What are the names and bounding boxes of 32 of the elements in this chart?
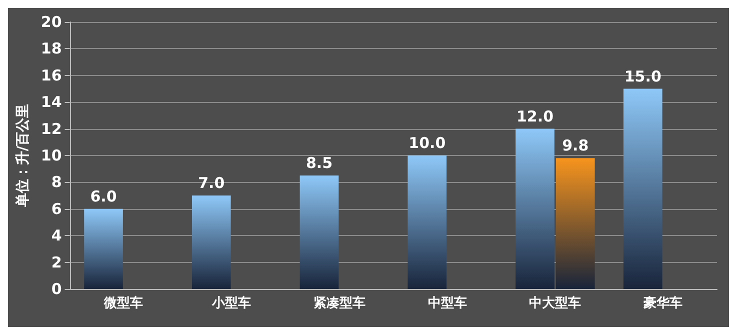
y-tick-label: 18: [40, 40, 62, 58]
bar: [623, 88, 662, 289]
x-tick-label: 小型车: [211, 295, 252, 311]
data-label: 6.0: [90, 187, 117, 206]
x-tick-label: 中大型车: [529, 295, 582, 311]
y-tick-label: 16: [40, 66, 62, 84]
data-label: 7.0: [198, 174, 225, 192]
data-label: 10.0: [408, 134, 446, 152]
bar: [556, 158, 595, 289]
bar: [408, 156, 447, 289]
y-tick-label: 4: [51, 226, 62, 245]
bar: [192, 196, 231, 289]
data-label: 9.8: [562, 136, 589, 155]
y-tick-label: 8: [51, 173, 62, 192]
y-tick-label: 6: [51, 200, 62, 218]
data-label: 12.0: [516, 107, 554, 126]
data-label: 15.0: [624, 67, 662, 86]
y-tick-label: 0: [51, 280, 62, 298]
bar: [300, 176, 339, 289]
x-tick-label: 微型车: [103, 295, 144, 311]
x-tick-label: 豪华车: [642, 295, 683, 311]
y-tick-label: 20: [40, 13, 62, 31]
data-label: 8.5: [306, 154, 333, 172]
y-tick-label: 14: [40, 93, 62, 112]
y-tick-label: 12: [40, 120, 62, 138]
bar: [84, 208, 123, 289]
y-tick-label: 2: [51, 253, 62, 272]
y-axis-title: 单位：升/百公里: [14, 104, 31, 208]
y-tick-label: 10: [40, 146, 62, 164]
x-tick-label: 紧凑型车: [313, 295, 366, 311]
x-tick-label: 中型车: [428, 295, 467, 311]
bar: [516, 128, 554, 289]
